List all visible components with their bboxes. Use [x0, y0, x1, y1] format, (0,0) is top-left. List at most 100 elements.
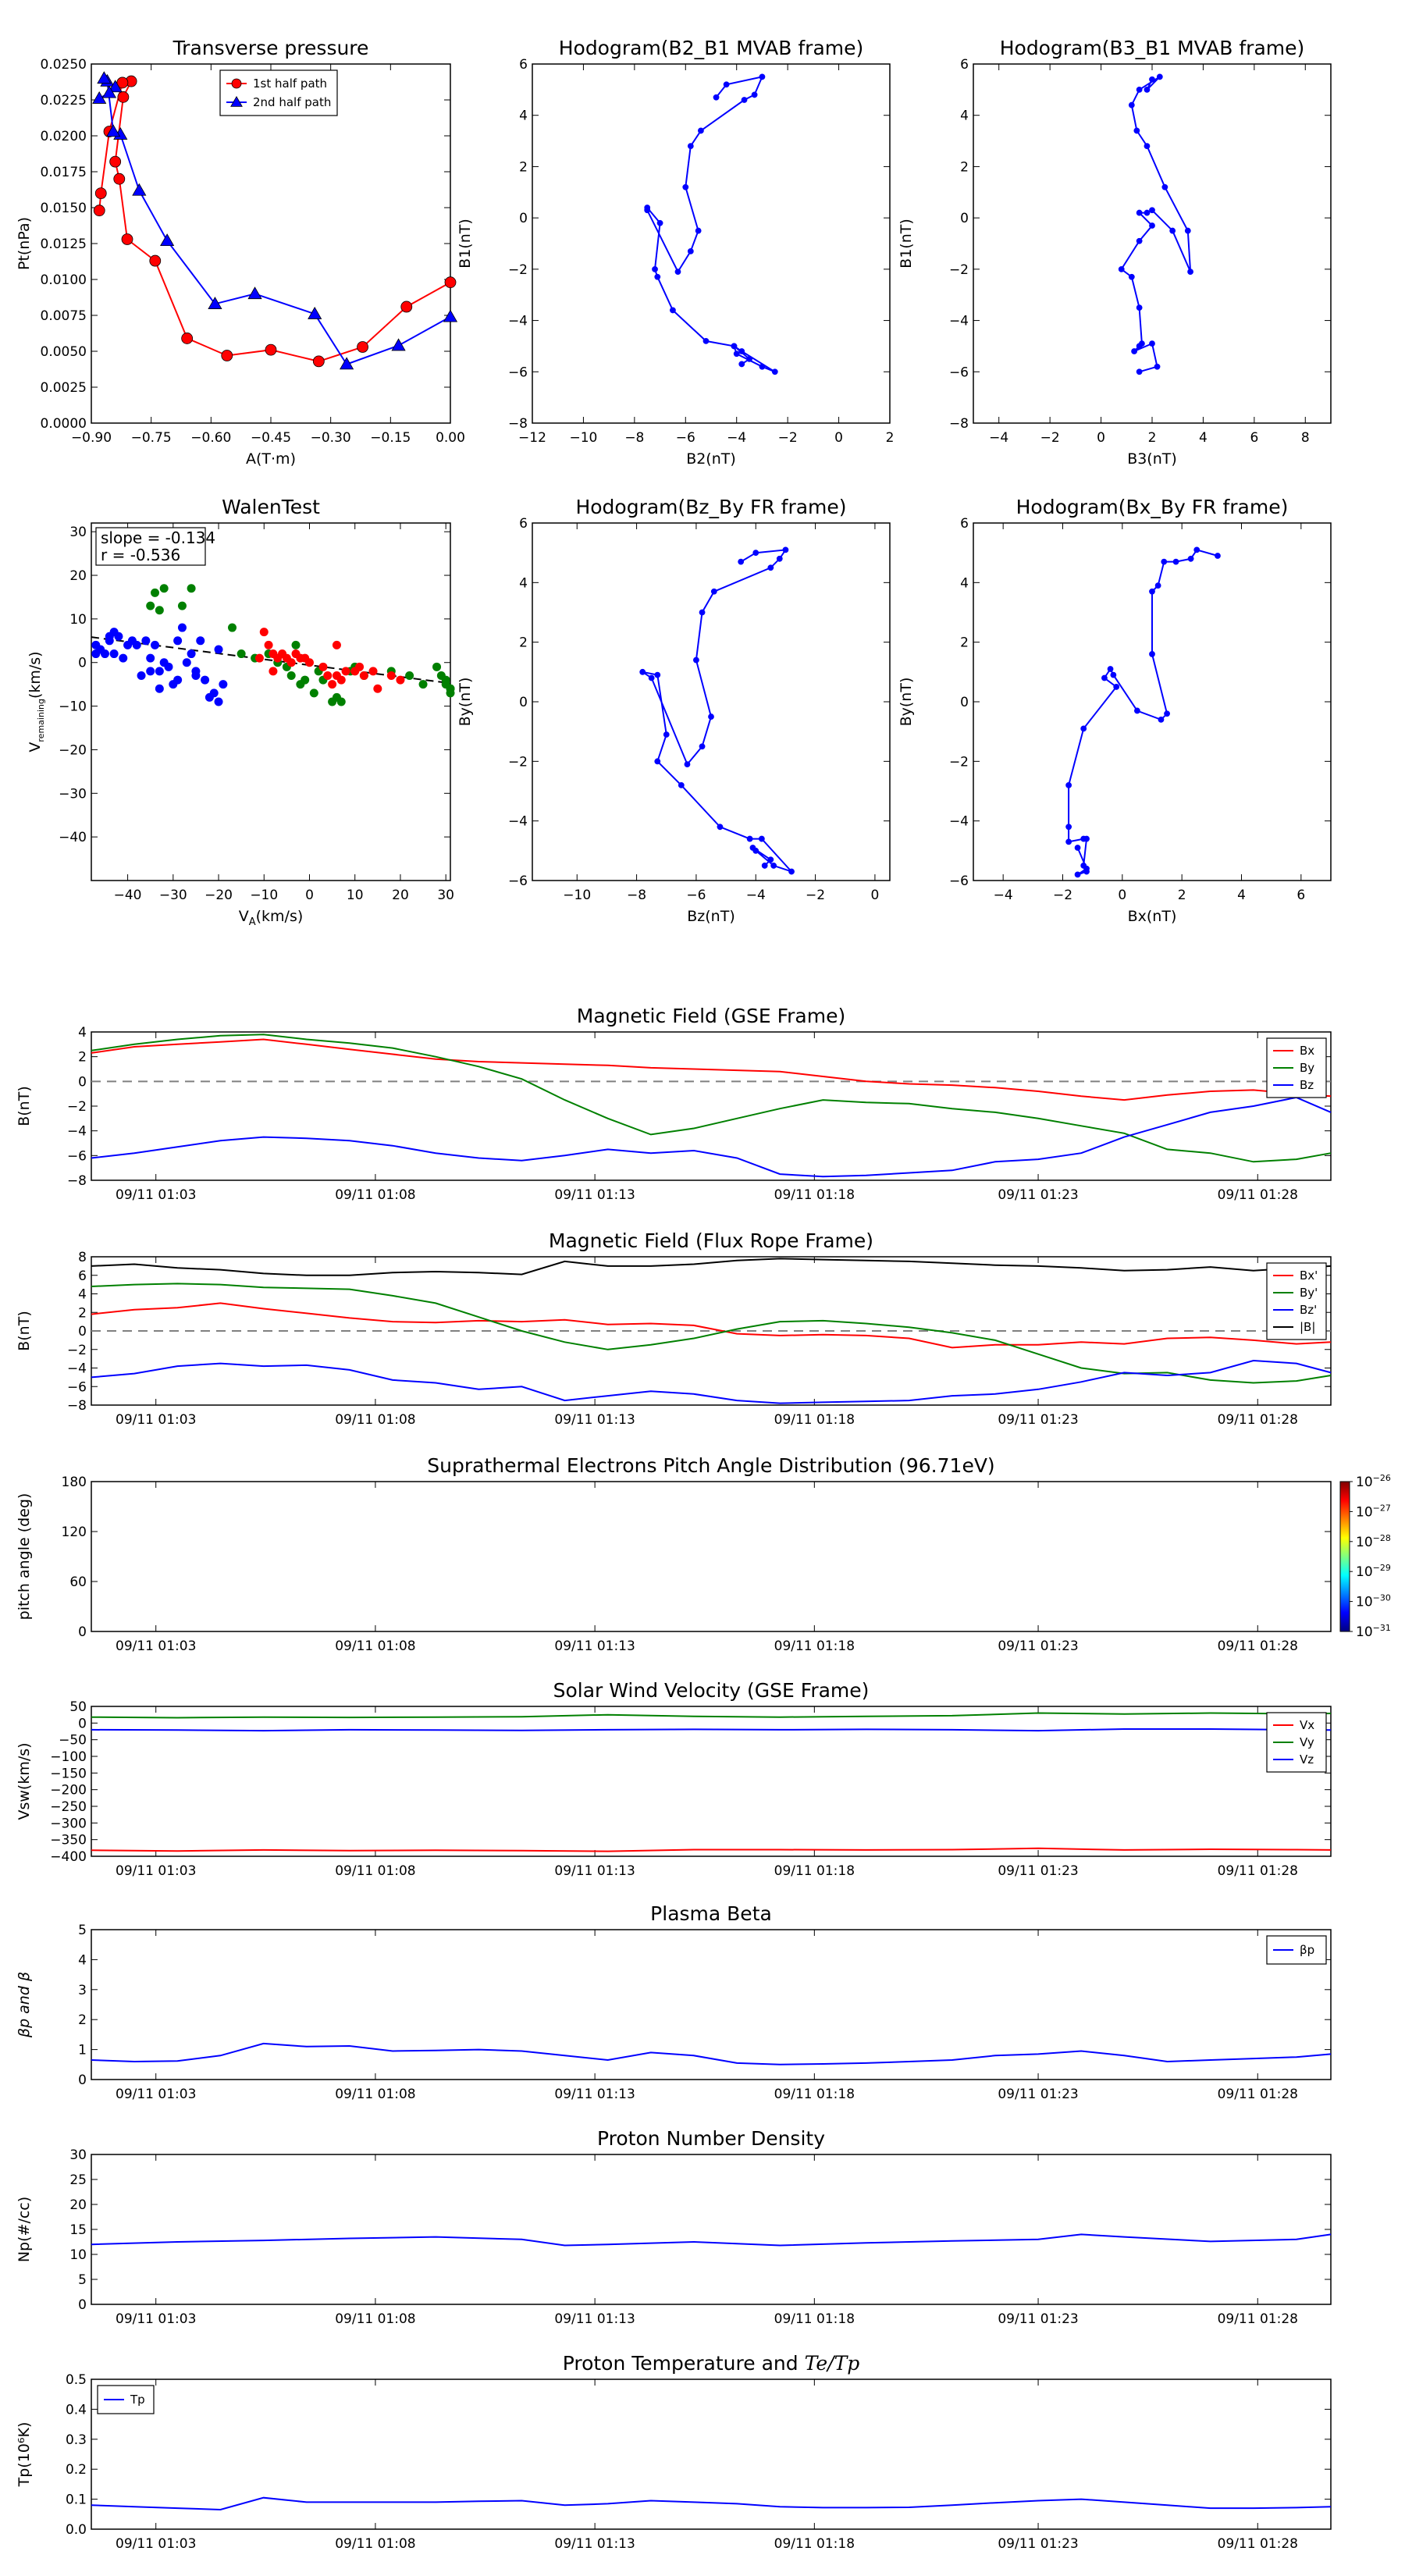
- data-point: [108, 80, 123, 93]
- data-point: [328, 680, 337, 689]
- series-line: [91, 1712, 1332, 1719]
- x-tick-label: −10: [250, 888, 278, 903]
- chart-hodo1: −8 −6 −4 −2 0 2 4 6 −12 −10 −8 −6 −4 −2 0 2 Hodogram(B2_…: [457, 37, 894, 468]
- chart-title: Solar Wind Velocity (GSE Frame): [553, 1679, 870, 1702]
- data-point: [141, 636, 151, 646]
- data-point: [759, 363, 766, 370]
- y-tick-label: −250: [50, 1799, 87, 1815]
- y-tick-label: 0.0075: [41, 308, 87, 324]
- x-tick-label: 0: [834, 430, 843, 446]
- data-point: [1161, 558, 1168, 565]
- data-point: [648, 674, 655, 681]
- y-tick-label: −6: [67, 1379, 87, 1395]
- x-tick-label: −2: [1040, 430, 1060, 446]
- data-point: [1154, 582, 1161, 589]
- data-point: [1065, 824, 1072, 831]
- x-tick-label: 09/11 01:18: [774, 2311, 855, 2327]
- data-point: [1065, 838, 1072, 845]
- x-tick-label: 09/11 01:08: [335, 1187, 415, 1203]
- data-point: [1113, 684, 1120, 690]
- data-point: [132, 640, 141, 649]
- y-tick-label: 0.0: [66, 2522, 87, 2538]
- y-tick-label: 0: [78, 1716, 87, 1731]
- y-tick-label: 25: [69, 2172, 87, 2188]
- chart-tpr: 0.0 0.1 0.2 0.3 0.4 0.5 09/11 01:03 09/11 01:08…: [16, 2352, 1332, 2552]
- data-point: [332, 671, 341, 680]
- series-line: [91, 1359, 1332, 1404]
- x-tick-label: 4: [1199, 430, 1208, 446]
- x-tick-label: 09/11 01:28: [1218, 1412, 1298, 1428]
- y-tick-label: −20: [59, 742, 87, 758]
- y-tick-label: 180: [62, 1475, 87, 1490]
- data-point: [113, 173, 126, 185]
- y-tick-label: 0.0200: [41, 129, 87, 144]
- plot-frame: [532, 63, 891, 424]
- data-point: [656, 219, 663, 226]
- data-point: [286, 658, 296, 667]
- y-tick-label: −350: [50, 1833, 87, 1848]
- colorbar-label: 10−28: [1356, 1533, 1391, 1550]
- x-tick-label: −2: [778, 430, 798, 446]
- y-tick-label: 4: [78, 1287, 87, 1303]
- x-tick-label: 0.00: [436, 430, 465, 446]
- y-tick-label: −4: [67, 1124, 87, 1140]
- data-point: [137, 671, 146, 680]
- y-tick-label: 0.0125: [41, 237, 87, 252]
- colorbar-exponent: −26: [1373, 1473, 1391, 1483]
- data-point: [1083, 835, 1090, 842]
- data-point: [746, 355, 752, 362]
- colorbar-exponent: −27: [1373, 1503, 1391, 1513]
- colorbar-exponent: −28: [1373, 1533, 1391, 1543]
- series-line: [91, 2496, 1332, 2511]
- data-point: [733, 350, 740, 358]
- chart-title: Plasma Beta: [650, 1902, 772, 1925]
- x-axis-label-sub: A: [249, 916, 256, 928]
- data-point: [254, 653, 264, 663]
- data-point: [699, 743, 706, 750]
- data-point: [308, 306, 322, 319]
- x-tick-label: 09/11 01:13: [554, 1412, 635, 1428]
- y-tick-label: 0.0000: [41, 416, 87, 432]
- y-tick-label: 0: [78, 2073, 87, 2088]
- series-line: [1120, 76, 1192, 373]
- y-tick-label: −2: [949, 262, 969, 278]
- data-point: [654, 758, 661, 765]
- data-point: [1107, 666, 1114, 672]
- data-point: [117, 91, 130, 103]
- data-point: [654, 273, 661, 280]
- y-tick-label: 0: [519, 211, 528, 226]
- x-tick-label: −4: [727, 430, 746, 446]
- data-point: [767, 856, 774, 863]
- data-point: [357, 341, 368, 353]
- data-point: [1184, 227, 1191, 234]
- y-tick-label: −6: [949, 873, 969, 889]
- y-tick-label: 4: [960, 109, 969, 124]
- data-point: [723, 81, 730, 88]
- x-tick-label: −2: [806, 888, 825, 903]
- chart-title: Magnetic Field (Flux Rope Frame): [549, 1229, 873, 1252]
- x-tick-label: −10: [569, 430, 597, 446]
- chart-walen: −40 −30 −20 −10 0 10 20 30 −40 −30 −20 −10 0 10 20 30 Wa…: [27, 496, 455, 928]
- data-point: [710, 588, 717, 595]
- y-tick-label: −6: [508, 365, 528, 380]
- data-point: [731, 343, 738, 350]
- data-point: [782, 546, 789, 553]
- y-tick-label: 20: [69, 2197, 87, 2213]
- data-point: [684, 761, 691, 768]
- x-tick-label: 09/11 01:23: [998, 1863, 1078, 1879]
- data-point: [1118, 265, 1125, 272]
- data-point: [146, 653, 155, 663]
- plot-frame: [91, 63, 451, 424]
- series-line: [91, 1096, 1332, 1178]
- x-tick-label: 09/11 01:23: [998, 1412, 1078, 1428]
- chart-bgse: −8 −6 −4 −2 0 2 4 09/11 01:03 09/11 01:08 09/11 0…: [16, 1005, 1332, 1203]
- data-point: [1164, 710, 1170, 717]
- x-tick-label: 09/11 01:18: [774, 1412, 855, 1428]
- data-point: [119, 653, 128, 663]
- y-tick-label: 0.0250: [41, 57, 87, 73]
- chart-title-math: Te/Tp: [805, 2352, 860, 2375]
- chart-title: Proton Temperature and Te/Tp: [563, 2352, 860, 2375]
- data-point: [340, 357, 354, 370]
- y-axis-label: βp and β: [16, 1972, 33, 2038]
